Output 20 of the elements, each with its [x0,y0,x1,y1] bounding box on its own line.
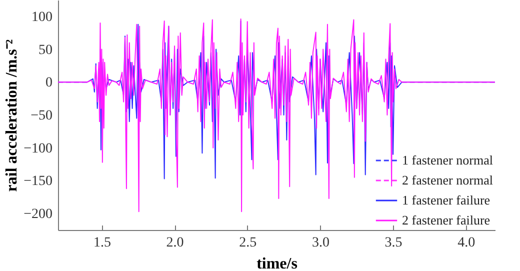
y-tick-label: 100 [32,10,52,25]
legend-label: 1 fastener failure [402,192,490,208]
x-tick-label: 3.0 [312,236,330,250]
legend-label: 2 fastener normal [402,172,494,188]
x-tick-label: 3.5 [384,236,402,250]
y-tick-label: −100 [24,141,52,156]
y-tick-label: 50 [38,42,52,58]
x-tick-label: 4.0 [458,236,476,250]
x-tick-label: 1.5 [93,236,111,250]
x-tick-label: 2.0 [166,236,184,250]
x-axis-title: time/s [256,256,298,271]
y-tick-label: 0 [46,76,52,91]
y-tick-label: −150 [24,174,52,190]
y-tick-label: −50 [30,108,52,124]
y-tick-label: −200 [24,207,52,222]
legend-label: 2 fastener failure [402,212,490,228]
line-series [58,18,495,212]
y-axis-title: rail acceleration /m.s⁻² [4,39,21,192]
x-tick-label: 2.5 [239,236,257,250]
legend-label: 1 fastener normal [402,152,494,168]
